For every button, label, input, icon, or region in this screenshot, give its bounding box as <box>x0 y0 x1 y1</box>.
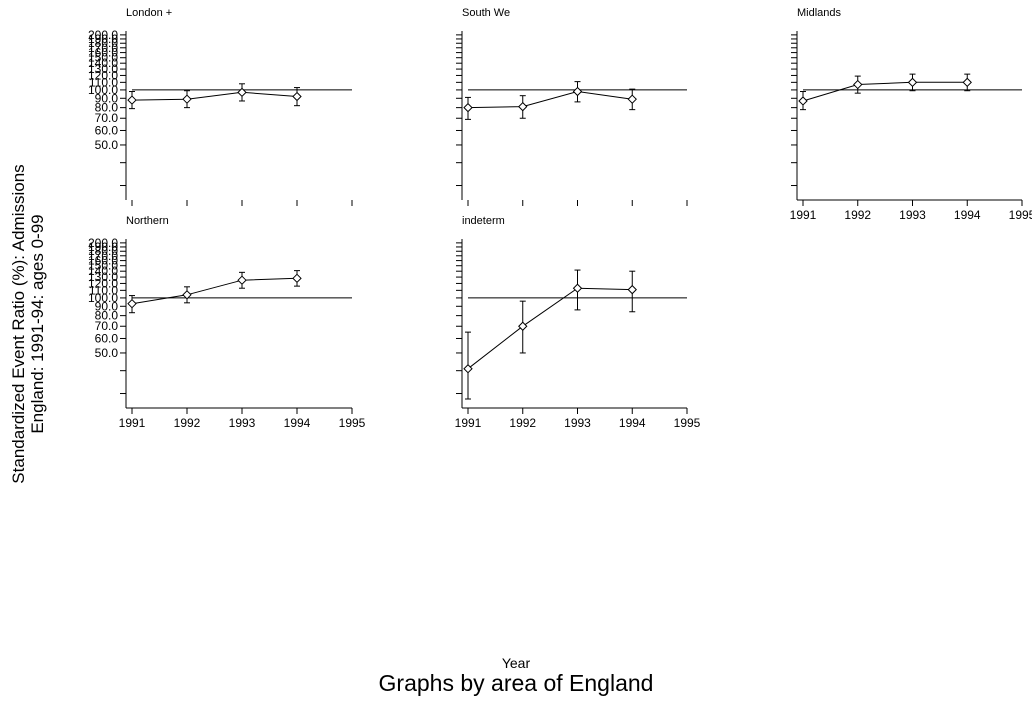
data-point <box>853 79 863 90</box>
y-tick-label: 180.0 <box>88 244 118 258</box>
data-point <box>463 102 473 113</box>
data-point <box>627 94 637 104</box>
y-tick-label: 200.0 <box>88 236 118 250</box>
y-tick-label: 130.0 <box>88 62 118 76</box>
data-point <box>907 77 918 88</box>
data-point <box>572 86 583 97</box>
y-tick-label: 130.0 <box>88 270 118 284</box>
x-axis-label: Year <box>501 655 531 671</box>
y-tick-label: 200.0 <box>88 28 118 42</box>
y-tick-label: 50.0 <box>95 346 119 360</box>
panel-title: indeterm <box>462 215 505 227</box>
y-tick-label: 100.0 <box>88 83 118 97</box>
y-tick-label: 190.0 <box>88 240 118 254</box>
data-point <box>463 364 473 374</box>
y-tick-label: 120.0 <box>88 276 118 290</box>
series-line <box>467 90 633 109</box>
x-tick-label: 1991 <box>790 208 817 222</box>
x-tick-label: 1994 <box>284 416 311 430</box>
data-point <box>292 91 302 102</box>
data-point <box>798 96 808 106</box>
y-axis-label-line1: Standardized Event Ratio (%): Admissions <box>9 164 28 484</box>
y-tick-label: 110.0 <box>89 283 118 297</box>
series-line <box>131 277 298 305</box>
y-tick-label: 50.0 <box>95 138 119 152</box>
data-point <box>127 95 137 105</box>
panel-2: Midlands 1991 1992 1993 1994 1995 <box>790 7 1032 222</box>
x-tick-label: 1993 <box>899 208 926 222</box>
series-line <box>131 91 298 101</box>
panel-title: Northern <box>126 215 169 227</box>
y-tick-label: 170.0 <box>88 41 118 55</box>
y-tick-label: 170.0 <box>88 249 118 263</box>
panel-4: indeterm 1991 1992 1993 1994 1995 <box>455 215 701 430</box>
series-line <box>467 287 633 370</box>
x-tick-label: 1995 <box>674 416 701 430</box>
data-point <box>962 77 972 88</box>
y-tick-label: 150.0 <box>88 259 118 273</box>
y-axis-label: Standardized Event Ratio (%): Admissions… <box>9 99 47 549</box>
panel-title: South We <box>462 7 510 19</box>
x-tick-label: 1991 <box>119 416 146 430</box>
data-point <box>627 284 637 295</box>
by-variable-caption: Graphs by area of England <box>378 670 654 696</box>
y-tick-label: 90.0 <box>95 299 119 313</box>
data-point <box>127 298 137 309</box>
panel-1: South We <box>456 7 688 206</box>
x-tick-label: 1995 <box>1009 208 1032 222</box>
y-tick-label: 80.0 <box>95 101 119 115</box>
x-tick-label: 1995 <box>339 416 366 430</box>
y-tick-label: 190.0 <box>88 32 118 46</box>
panel-title: London + <box>126 7 172 19</box>
y-axis-label-line2: England: 1991-94: ages 0-99 <box>28 214 47 434</box>
y-tick-label: 60.0 <box>95 331 119 345</box>
data-point <box>572 283 583 293</box>
x-tick-label: 1994 <box>619 416 646 430</box>
data-point <box>237 275 247 285</box>
y-tick-label: 120.0 <box>88 68 118 82</box>
data-point <box>237 87 247 98</box>
x-tick-label: 1992 <box>174 416 201 430</box>
y-tick-label: 90.0 <box>95 91 119 105</box>
series-line <box>802 81 968 102</box>
panel-3: Northern 200.0190.0180.0170.0160.0150.014… <box>88 215 366 430</box>
y-tick-label: 140.0 <box>88 56 118 70</box>
y-tick-label: 100.0 <box>88 291 118 305</box>
data-point <box>182 290 192 300</box>
x-tick-label: 1994 <box>954 208 981 222</box>
x-tick-label: 1991 <box>455 416 482 430</box>
data-point <box>518 101 528 112</box>
panel-title: Midlands <box>797 7 842 19</box>
y-tick-label: 180.0 <box>88 36 118 50</box>
x-tick-label: 1992 <box>509 416 536 430</box>
x-tick-label: 1993 <box>564 416 591 430</box>
y-tick-label: 80.0 <box>95 309 119 323</box>
y-tick-label: 150.0 <box>88 51 118 65</box>
data-point <box>292 273 302 284</box>
y-tick-label: 110.0 <box>89 75 118 89</box>
y-tick-label: 160.0 <box>88 254 118 268</box>
x-tick-label: 1993 <box>229 416 256 430</box>
y-tick-label: 70.0 <box>95 319 119 333</box>
y-tick-label: 70.0 <box>95 111 119 125</box>
x-tick-label: 1992 <box>844 208 871 222</box>
y-tick-label: 140.0 <box>88 264 118 278</box>
y-tick-label: 160.0 <box>88 46 118 60</box>
y-tick-label: 60.0 <box>95 123 119 137</box>
data-point <box>518 321 528 331</box>
panel-0: London + 200.0190.0180.0170.0160.0150.014… <box>88 7 353 206</box>
data-point <box>182 94 192 104</box>
